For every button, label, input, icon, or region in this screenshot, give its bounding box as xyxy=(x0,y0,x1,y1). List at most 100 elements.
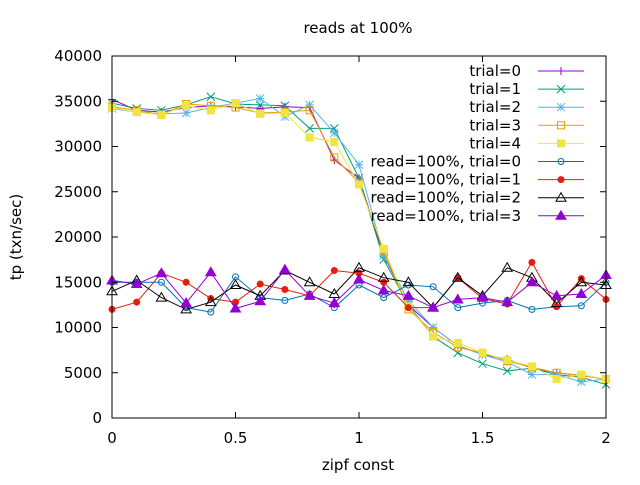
data-point xyxy=(404,304,412,312)
series-layer xyxy=(106,92,612,389)
data-point xyxy=(402,276,415,287)
legend-entry: read=100%, trial=0 xyxy=(371,153,584,171)
legend-label: trial=1 xyxy=(469,80,521,98)
data-point xyxy=(256,109,265,118)
data-point xyxy=(575,288,588,299)
data-point xyxy=(353,273,365,284)
data-point xyxy=(204,266,217,277)
y-tick-label: 40000 xyxy=(54,47,102,65)
data-point xyxy=(577,370,586,379)
data-point xyxy=(454,304,462,312)
data-point xyxy=(182,101,191,110)
data-point xyxy=(478,359,487,369)
legend-label: read=100%, trial=3 xyxy=(371,207,521,225)
series-line xyxy=(111,267,607,310)
data-point xyxy=(527,362,536,371)
data-point xyxy=(155,267,168,278)
data-point xyxy=(552,370,561,379)
data-point xyxy=(229,278,242,289)
legend-entry: read=100%, trial=3 xyxy=(371,207,584,225)
data-point xyxy=(254,295,267,306)
legend-marker xyxy=(557,176,565,184)
series-3 xyxy=(108,99,610,384)
data-point xyxy=(280,109,289,118)
y-tick-label: 20000 xyxy=(54,228,102,246)
data-point xyxy=(256,280,264,288)
data-point xyxy=(575,276,588,287)
data-point xyxy=(229,302,242,313)
series-line xyxy=(111,103,607,380)
legend-entry: trial=4 xyxy=(469,134,584,152)
data-point xyxy=(476,291,489,302)
legend-entry: trial=3 xyxy=(469,116,584,134)
data-point xyxy=(577,302,585,310)
legend-label: trial=4 xyxy=(469,134,521,152)
data-point xyxy=(404,295,413,305)
y-tick-label: 35000 xyxy=(54,92,102,110)
data-point xyxy=(206,92,216,102)
data-point xyxy=(157,278,165,286)
x-tick-label: 1.5 xyxy=(471,429,495,447)
y-tick-label: 15000 xyxy=(54,273,102,291)
legend-marker xyxy=(556,102,566,112)
legend: trial=0trial=1trial=2trial=3trial=4read=… xyxy=(371,62,584,225)
data-point xyxy=(501,296,514,307)
data-point xyxy=(377,271,390,282)
data-point xyxy=(354,160,364,169)
x-tick-label: 0 xyxy=(107,429,117,447)
legend-label: trial=2 xyxy=(469,98,521,116)
legend-marker xyxy=(556,84,566,94)
data-point xyxy=(180,297,192,308)
data-point xyxy=(207,308,215,316)
data-point xyxy=(281,296,289,304)
legend-marker xyxy=(557,139,565,148)
data-point xyxy=(550,297,563,308)
data-point xyxy=(303,276,316,287)
data-point xyxy=(377,284,390,295)
data-point xyxy=(380,294,388,302)
data-point xyxy=(428,323,438,332)
legend-entry: read=100%, trial=1 xyxy=(371,171,584,189)
data-point xyxy=(130,278,143,289)
x-tick-label: 1 xyxy=(354,429,364,447)
data-point xyxy=(429,332,438,341)
data-point xyxy=(451,271,464,282)
legend-entry: trial=1 xyxy=(469,80,584,98)
y-tick-label: 25000 xyxy=(54,183,102,201)
data-point xyxy=(552,375,561,384)
data-point xyxy=(231,99,240,108)
legend-marker xyxy=(555,209,567,220)
data-point xyxy=(305,106,314,115)
data-point xyxy=(330,266,338,274)
data-point xyxy=(429,283,437,291)
data-point xyxy=(328,297,341,308)
data-point xyxy=(380,278,388,286)
data-point xyxy=(353,261,365,272)
data-point xyxy=(379,244,388,253)
data-point xyxy=(576,377,586,387)
data-point xyxy=(526,276,538,287)
series-line xyxy=(111,102,607,380)
legend-marker xyxy=(557,67,565,75)
legend-label: read=100%, trial=1 xyxy=(371,171,521,189)
data-point xyxy=(528,258,536,266)
series-2 xyxy=(107,94,611,387)
data-point xyxy=(503,356,512,365)
y-tick-label: 5000 xyxy=(64,364,102,382)
data-point xyxy=(305,133,314,142)
series-line xyxy=(112,276,607,313)
legend-label: read=100%, trial=2 xyxy=(371,189,521,207)
data-point xyxy=(206,106,215,115)
data-point xyxy=(180,303,192,314)
legend-label: trial=3 xyxy=(469,116,521,134)
data-point xyxy=(329,128,339,138)
data-point xyxy=(204,296,217,307)
data-point xyxy=(453,338,462,347)
chart-title: reads at 100% xyxy=(303,19,412,37)
data-point xyxy=(427,301,439,312)
legend-label: trial=0 xyxy=(469,62,521,80)
data-point xyxy=(255,100,265,110)
y-tick-label: 10000 xyxy=(54,319,102,337)
data-point xyxy=(527,370,537,379)
